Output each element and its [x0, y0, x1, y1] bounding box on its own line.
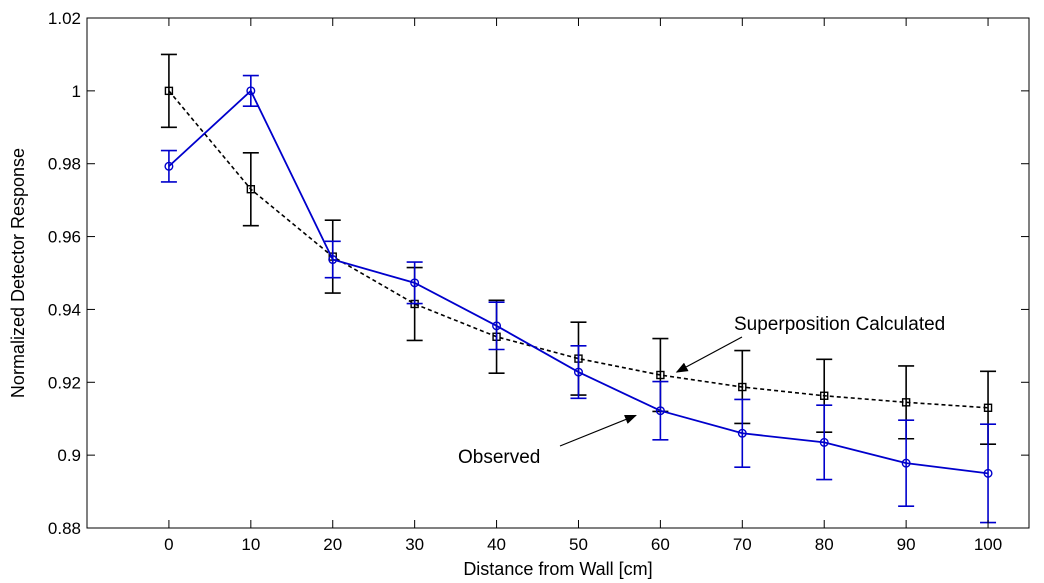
data-point-observed [737, 428, 747, 438]
data-point-observed [901, 458, 911, 468]
data-point-calculated [246, 185, 256, 194]
series-line-calculated [168, 90, 989, 409]
data-point-observed [328, 255, 338, 265]
annotation-superposition-label: Superposition Calculated [734, 314, 945, 335]
data-point-observed [655, 406, 665, 416]
data-point-calculated [901, 398, 911, 407]
data-point-observed [164, 161, 174, 171]
x-tick-label: 60 [651, 535, 670, 554]
x-tick-label: 90 [897, 535, 916, 554]
y-tick-label: 0.92 [48, 373, 81, 392]
annotation-superposition-arrow [675, 336, 743, 373]
x-tick-label: 0 [164, 535, 173, 554]
x-tick-label: 20 [323, 535, 342, 554]
data-point-observed [573, 367, 583, 377]
x-tick-label: 100 [974, 535, 1002, 554]
annotation-observed-label: Observed [458, 447, 540, 468]
data-point-observed [819, 437, 829, 447]
data-point-observed [246, 86, 256, 96]
annotation-layer: Superposition Calculated Observed [458, 314, 945, 468]
y-tick-label: 1.02 [48, 9, 81, 28]
y-axis-title: Normalized Detector Response [8, 148, 28, 398]
data-point-calculated [983, 403, 993, 412]
plot-frame [86, 17, 1030, 529]
x-tick-label: 10 [241, 535, 260, 554]
y-axis-ticks: 0.88 0.9 0.92 0.94 0.96 0.98 1 1.02 [48, 9, 1029, 538]
data-point-observed [492, 321, 502, 331]
x-tick-label: 40 [487, 535, 506, 554]
x-tick-label: 30 [405, 535, 424, 554]
y-tick-label: 0.9 [57, 446, 81, 465]
x-tick-label: 80 [815, 535, 834, 554]
annotation-observed-arrow [559, 414, 637, 447]
data-point-observed [983, 468, 993, 478]
x-axis-title: Distance from Wall [cm] [463, 559, 652, 579]
plot-area [87, 18, 1029, 528]
y-tick-label: 0.96 [48, 228, 81, 247]
data-point-calculated [164, 86, 174, 96]
y-tick-label: 0.98 [48, 155, 81, 174]
data-point-calculated [820, 391, 829, 400]
data-point-observed [410, 278, 420, 288]
x-axis-ticks: 0 10 20 30 40 50 60 70 80 90 100 [164, 18, 1002, 554]
x-tick-label: 50 [569, 535, 588, 554]
y-tick-label: 0.88 [48, 519, 81, 538]
series-observed [160, 74, 997, 524]
y-tick-label: 0.94 [48, 300, 81, 319]
data-point-calculated [656, 370, 665, 380]
y-tick-label: 1 [72, 82, 81, 101]
data-point-calculated [738, 382, 747, 392]
x-tick-label: 70 [733, 535, 752, 554]
series-layer [160, 53, 997, 524]
